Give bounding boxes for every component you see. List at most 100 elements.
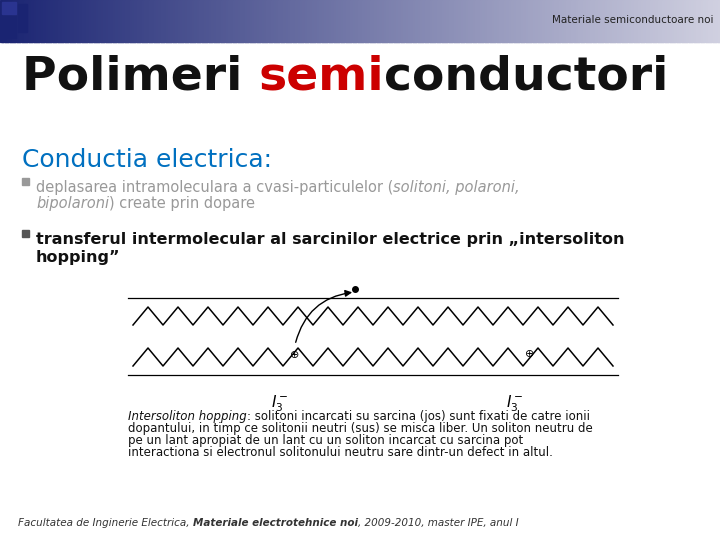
Bar bbox=[441, 0, 445, 42]
Bar bbox=[319, 0, 323, 42]
Bar bbox=[300, 0, 303, 42]
Bar bbox=[331, 0, 335, 42]
Bar bbox=[343, 0, 346, 42]
Bar bbox=[691, 0, 695, 42]
Bar bbox=[631, 0, 634, 42]
Bar bbox=[353, 0, 356, 42]
Bar bbox=[403, 0, 407, 42]
Bar bbox=[120, 0, 123, 42]
Bar bbox=[214, 0, 217, 42]
Bar bbox=[382, 0, 385, 42]
Bar bbox=[180, 0, 184, 42]
Bar bbox=[50, 0, 54, 42]
Bar bbox=[677, 0, 680, 42]
Bar bbox=[12, 0, 15, 42]
Bar bbox=[108, 0, 112, 42]
Bar bbox=[600, 0, 603, 42]
Bar bbox=[567, 0, 570, 42]
Bar bbox=[605, 0, 608, 42]
Bar bbox=[38, 0, 42, 42]
Bar bbox=[552, 0, 555, 42]
Bar bbox=[653, 0, 656, 42]
Bar bbox=[686, 0, 690, 42]
Bar bbox=[173, 0, 176, 42]
Bar bbox=[405, 0, 409, 42]
Bar bbox=[490, 0, 493, 42]
Bar bbox=[72, 0, 76, 42]
Bar bbox=[650, 0, 654, 42]
Bar bbox=[531, 0, 534, 42]
Bar bbox=[513, 0, 517, 42]
Bar bbox=[55, 0, 58, 42]
Bar bbox=[430, 0, 433, 42]
Bar bbox=[218, 0, 222, 42]
Bar bbox=[269, 0, 272, 42]
Bar bbox=[535, 0, 539, 42]
Bar bbox=[643, 0, 647, 42]
Bar bbox=[497, 0, 500, 42]
Bar bbox=[660, 0, 663, 42]
Bar bbox=[324, 0, 328, 42]
Bar bbox=[139, 0, 143, 42]
Bar bbox=[233, 0, 236, 42]
Text: solitoni, polaroni,: solitoni, polaroni, bbox=[393, 180, 520, 195]
Bar bbox=[310, 0, 313, 42]
Bar bbox=[415, 0, 418, 42]
Bar bbox=[207, 0, 210, 42]
Bar bbox=[459, 0, 462, 42]
Bar bbox=[670, 0, 673, 42]
Text: ⊕: ⊕ bbox=[526, 349, 535, 359]
Bar bbox=[17, 0, 20, 42]
Text: transferul intermolecular al sarcinilor electrice prin „intersoliton: transferul intermolecular al sarcinilor … bbox=[36, 232, 624, 247]
Bar bbox=[74, 0, 78, 42]
Text: , 2009-2010, master IPE, anul I: , 2009-2010, master IPE, anul I bbox=[358, 518, 518, 528]
Bar bbox=[259, 0, 263, 42]
Bar bbox=[603, 0, 606, 42]
Bar bbox=[718, 0, 720, 42]
Bar bbox=[533, 0, 536, 42]
Text: pe un lant apropiat de un lant cu un soliton incarcat cu sarcina pot: pe un lant apropiat de un lant cu un sol… bbox=[128, 434, 523, 447]
Text: interactiona si electronul solitonului neutru sare dintr-un defect in altul.: interactiona si electronul solitonului n… bbox=[128, 446, 553, 459]
Bar bbox=[36, 0, 40, 42]
Bar bbox=[29, 0, 32, 42]
Bar bbox=[487, 0, 490, 42]
Bar bbox=[617, 0, 620, 42]
Bar bbox=[526, 0, 529, 42]
Bar bbox=[495, 0, 498, 42]
Bar bbox=[110, 0, 114, 42]
Bar bbox=[365, 0, 368, 42]
Bar bbox=[511, 0, 515, 42]
Bar bbox=[163, 0, 166, 42]
Bar bbox=[355, 0, 359, 42]
Bar bbox=[297, 0, 301, 42]
Bar bbox=[499, 0, 503, 42]
Bar bbox=[317, 0, 320, 42]
Bar bbox=[101, 0, 104, 42]
Bar bbox=[701, 0, 704, 42]
Text: $I_3^-$: $I_3^-$ bbox=[506, 393, 523, 414]
Bar bbox=[115, 0, 119, 42]
Bar bbox=[492, 0, 495, 42]
Bar bbox=[283, 0, 287, 42]
Bar bbox=[302, 0, 306, 42]
Bar bbox=[665, 0, 668, 42]
Bar bbox=[610, 0, 613, 42]
Bar bbox=[333, 0, 337, 42]
Bar bbox=[693, 0, 697, 42]
Bar bbox=[329, 0, 332, 42]
Bar bbox=[254, 0, 258, 42]
Bar bbox=[475, 0, 479, 42]
Bar bbox=[187, 0, 191, 42]
Bar bbox=[621, 0, 625, 42]
Bar bbox=[696, 0, 699, 42]
Bar bbox=[456, 0, 459, 42]
Bar bbox=[156, 0, 159, 42]
Bar bbox=[379, 0, 382, 42]
Bar bbox=[454, 0, 457, 42]
Bar bbox=[130, 0, 133, 42]
Bar bbox=[144, 0, 148, 42]
Bar bbox=[641, 0, 644, 42]
Bar bbox=[113, 0, 116, 42]
Bar bbox=[502, 0, 505, 42]
Bar bbox=[192, 0, 195, 42]
